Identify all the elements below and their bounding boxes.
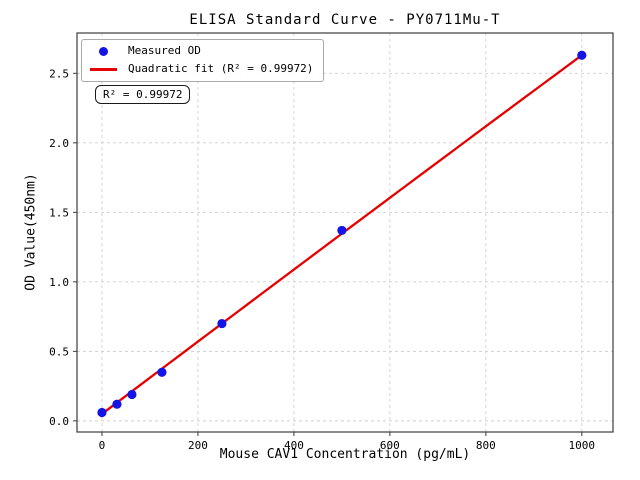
legend-label-quadratic-fit: Quadratic fit (R² = 0.99972)	[128, 62, 314, 75]
legend-item-quadratic-fit: Quadratic fit (R² = 0.99972)	[90, 62, 313, 76]
data-point	[337, 225, 347, 236]
scatter-marker-icon	[90, 46, 117, 56]
x-tick-label: 0	[99, 439, 106, 452]
x-tick-label: 600	[380, 439, 400, 452]
data-point	[217, 318, 227, 329]
x-tick-label: 200	[188, 439, 208, 452]
x-tick-label: 1000	[569, 439, 596, 452]
legend: Measured OD Quadratic fit (R² = 0.99972)	[81, 39, 325, 82]
data-point	[127, 389, 137, 400]
y-tick-label: 2.5	[49, 67, 69, 80]
x-tick-label: 800	[476, 439, 496, 452]
data-point	[157, 367, 167, 377]
plot-border	[76, 32, 614, 433]
y-tick-label: 0.5	[49, 345, 69, 358]
legend-item-measured-od: Measured OD	[90, 44, 313, 58]
data-point	[112, 399, 122, 409]
data-point	[577, 50, 587, 60]
y-tick-label: 0.0	[49, 415, 69, 428]
x-axis-label: Mouse CAV1 Concentration (pg/mL)	[219, 447, 471, 462]
x-tick-label: 400	[284, 439, 304, 452]
y-tick-label: 1.0	[49, 276, 69, 289]
y-tick-label: 2.0	[49, 137, 69, 150]
line-marker-icon	[90, 67, 117, 71]
y-tick-label: 1.5	[49, 206, 69, 219]
r-squared-annotation: R² = 0.99972	[95, 85, 191, 104]
y-axis-label: OD Value(450nm)	[23, 173, 39, 291]
legend-label-measured-od: Measured OD	[128, 44, 201, 57]
data-point	[97, 407, 107, 418]
chart-title: ELISA Standard Curve - PY0711Mu-T	[189, 12, 501, 28]
